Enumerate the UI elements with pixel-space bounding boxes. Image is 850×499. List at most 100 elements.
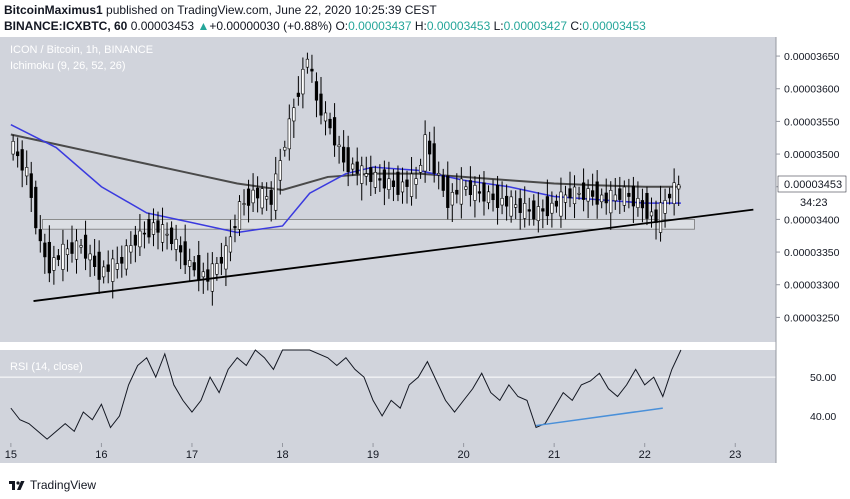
candle-body (360, 165, 364, 184)
time-tick-label: 23 (729, 449, 741, 461)
candle-body (486, 191, 491, 204)
candle-body (369, 167, 373, 182)
chart-title: ICON / Bitcoin, 1h, BINANCE (10, 44, 153, 56)
candle-body (640, 200, 645, 209)
tradingview-brand[interactable]: TradingView (8, 478, 96, 492)
candle-body (337, 144, 341, 147)
candle-body (459, 178, 463, 205)
candle-body (455, 189, 459, 195)
candle-body (378, 178, 382, 181)
candle-body (627, 192, 631, 197)
price-tick-label: 0.00003350 (784, 247, 840, 259)
candle-body (133, 234, 137, 246)
candle-body (265, 196, 269, 200)
price-tick-label: 0.00003400 (784, 214, 840, 226)
candle-body (464, 186, 468, 190)
candle-body (115, 263, 119, 270)
candle-body (11, 141, 15, 155)
candle-body (668, 193, 672, 199)
candle-body (169, 227, 174, 245)
candle-body (441, 175, 445, 191)
candle-body (387, 178, 391, 190)
candle-body (586, 188, 590, 202)
candle-body (495, 184, 500, 208)
candle-body (228, 236, 233, 253)
time-tick-label: 17 (186, 449, 198, 461)
candle-body (160, 224, 165, 243)
slow-moving-average-line (10, 133, 681, 192)
candle-body (654, 209, 658, 223)
candle-body (631, 185, 635, 207)
candle-body (428, 140, 432, 155)
candle-body (514, 204, 518, 208)
time-tick-label: 22 (639, 449, 651, 461)
candle-body (260, 188, 264, 209)
candle-body (509, 196, 513, 217)
price-tick-label: 0.00003600 (784, 84, 840, 96)
candle-body (446, 175, 450, 208)
candle-body (224, 245, 228, 270)
candle-body (550, 202, 554, 214)
candle-body (418, 165, 423, 173)
candle-body (396, 171, 400, 195)
time-tick-label: 21 (548, 449, 560, 461)
time-tick-label: 19 (367, 449, 379, 461)
candle-body (147, 219, 151, 238)
candle-body (391, 180, 396, 187)
candle-body (197, 255, 201, 280)
candle-body (65, 248, 70, 255)
candle-body (106, 264, 110, 272)
candle-body (278, 160, 282, 181)
candle-body (301, 68, 305, 95)
candle-body (256, 187, 260, 199)
price-tick-label: 0.00003500 (784, 149, 840, 161)
brand-name: TradingView (30, 478, 97, 492)
candle-body (83, 234, 88, 259)
candle-body (251, 189, 255, 204)
candle-body (323, 112, 328, 122)
symbol-info: BINANCE:ICXBTC, 60 0.00003453 ▲+0.000000… (4, 19, 646, 33)
rsi-tick-label: 50.00 (810, 372, 836, 384)
candle-body (364, 173, 368, 177)
candle-body (541, 208, 545, 212)
candle-body (568, 188, 572, 199)
candle-body (25, 167, 29, 177)
candle-body (246, 188, 251, 206)
candle-body (563, 194, 568, 203)
rsi-line (10, 349, 682, 440)
candle-body (491, 193, 495, 201)
candle-body (97, 251, 101, 280)
candle-body (16, 151, 20, 157)
low-label: L: (493, 19, 504, 33)
price-badge: 0.00003453 (784, 179, 842, 191)
candle-body (591, 190, 595, 197)
candle-body (151, 222, 156, 235)
time-tick-label: 18 (276, 449, 288, 461)
candle-body (672, 182, 676, 205)
candle-body (287, 118, 291, 150)
candle-body (52, 257, 56, 271)
candle-body (233, 226, 237, 229)
candle-body (572, 186, 577, 205)
candle-body (450, 192, 454, 206)
time-tick-label: 16 (95, 449, 107, 461)
rsi-pane-background (0, 350, 776, 443)
price-change: +0.00000030 (+0.88%) (209, 19, 333, 33)
close-label: C: (570, 19, 583, 33)
candle-body (305, 58, 310, 68)
rsi-label: RSI (14, close) (10, 361, 83, 373)
chart-canvas[interactable]: 0.00003250 0.00003300 0.00003350 0.00003400… (0, 37, 850, 481)
candle-body (237, 201, 242, 230)
price-tick-label: 0.00003550 (784, 116, 840, 128)
candle-body (355, 161, 359, 174)
candle-body (600, 194, 604, 203)
candle-body (577, 192, 581, 195)
time-axis-strip[interactable] (0, 443, 776, 463)
candle-body (468, 180, 472, 196)
price-badge-bg (777, 175, 847, 193)
author-name[interactable]: BitcoinMaximus1 (4, 3, 103, 17)
candle-body (382, 169, 386, 189)
candle-body (649, 211, 654, 217)
candle-body (473, 185, 477, 201)
candle-body (437, 173, 441, 176)
